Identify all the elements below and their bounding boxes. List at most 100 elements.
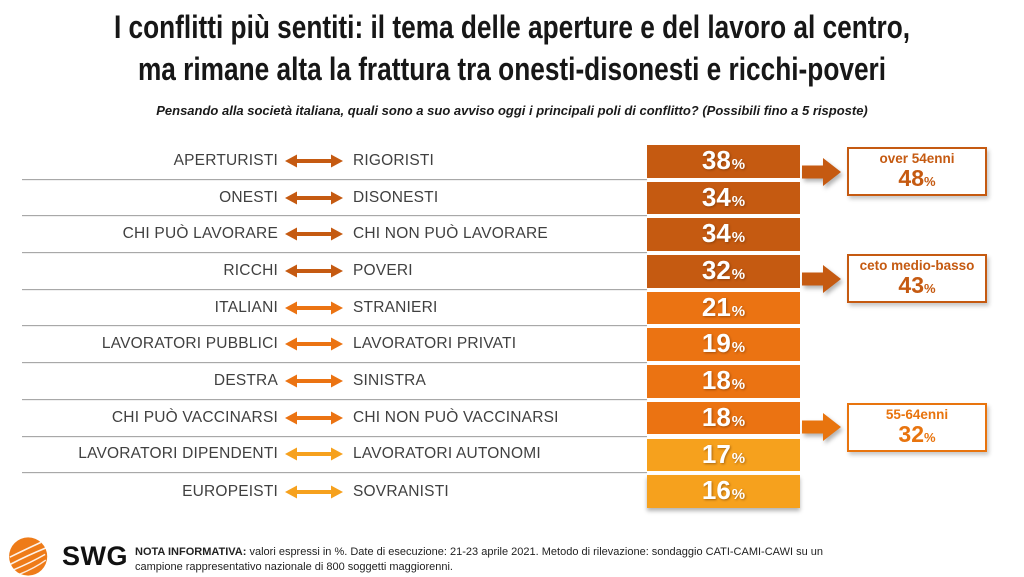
callout-slot: 55-64enni 32%	[800, 400, 1024, 452]
callout-box: over 54enni 48%	[847, 147, 987, 196]
callout-box: ceto medio-basso 43%	[847, 254, 987, 304]
note-label: NOTA INFORMATIVA:	[135, 546, 247, 558]
right-term: SOVRANISTI	[353, 482, 449, 500]
callout-arrow-icon	[802, 412, 842, 442]
conflict-pair: LAVORATORI PUBBLICI LAVORATORI PRIVATI	[22, 326, 647, 364]
conflict-pair: DESTRA SINISTRA	[22, 363, 647, 400]
percent-value: 18	[701, 365, 731, 396]
callout: over 54enni 48%	[802, 147, 987, 196]
conflict-pair: ITALIANI STRANIERI	[22, 290, 647, 327]
survey-question: Pensando alla società italiana, quali so…	[156, 103, 868, 118]
right-term: STRANIERI	[353, 298, 438, 316]
double-arrow-icon	[278, 154, 350, 168]
conflict-pair: CHI PUÒ LAVORARE CHI NON PUÒ LAVORARE	[22, 216, 647, 254]
left-term: RICCHI	[223, 261, 278, 279]
conflict-row: CHI PUÒ LAVORARE CHI NON PUÒ LAVORARE 34…	[22, 216, 1024, 254]
right-term: RIGORISTI	[353, 151, 435, 169]
callout-slot: ceto medio-basso 43%	[800, 253, 1024, 304]
conflict-pair: APERTURISTI RIGORISTI	[22, 143, 647, 180]
percent-sign: %	[731, 229, 746, 247]
percent-sign: %	[731, 376, 746, 394]
callout-value: 48	[898, 165, 925, 191]
right-term: SINISTRA	[353, 371, 427, 389]
callout-slot: over 54enni 48%	[800, 143, 1024, 196]
percent-value: 34	[701, 181, 731, 212]
percent-sign: %	[731, 449, 746, 467]
conflict-row: EUROPEISTI SOVRANISTI 16%	[22, 473, 1024, 510]
callout-percent-sign: %	[924, 429, 936, 445]
callout-percent-sign: %	[924, 281, 936, 297]
conflict-row: CHI PUÒ VACCINARSI CHI NON PUÒ VACCINARS…	[22, 400, 1024, 452]
callout: 55-64enni 32%	[802, 402, 987, 452]
percent-bar: 34%	[647, 218, 800, 251]
callout-arrow-icon	[802, 264, 842, 294]
callout-slot	[800, 216, 1024, 253]
conflict-row: ITALIANI STRANIERI 21%	[22, 290, 1024, 327]
conflict-table: APERTURISTI RIGORISTI 38% over 54enni 48…	[22, 143, 1024, 510]
left-term: DESTRA	[213, 371, 278, 389]
percent-sign: %	[731, 302, 746, 320]
left-term: CHI PUÒ LAVORARE	[122, 225, 278, 243]
header: I conflitti più sentiti: il tema delle a…	[0, 0, 1024, 118]
callout-label: 55-64enni	[885, 406, 949, 422]
percent-sign: %	[731, 412, 746, 430]
percent-bar: 21%	[647, 291, 800, 325]
conflict-pair: EUROPEISTI SOVRANISTI	[22, 473, 647, 510]
note-text: valori espressi in %. Date di esecuzione…	[135, 546, 823, 573]
percent-sign: %	[731, 192, 746, 210]
callout-label: ceto medio-basso	[859, 258, 975, 274]
callout-label: over 54enni	[879, 151, 955, 166]
percent-bar: 16%	[647, 475, 800, 508]
right-term: LAVORATORI PRIVATI	[353, 335, 517, 353]
conflict-row: RICCHI POVERI 32% ceto medio-basso 43%	[22, 253, 1024, 304]
left-term: LAVORATORI PUBBLICI	[101, 335, 278, 353]
percent-bar: 19%	[647, 328, 800, 361]
right-term: CHI NON PUÒ LAVORARE	[353, 225, 548, 243]
conflict-pair: ONESTI DISONESTI	[22, 180, 647, 217]
conflict-pair: LAVORATORI DIPENDENTI LAVORATORI AUTONOM…	[22, 437, 647, 474]
percent-value: 19	[701, 328, 731, 359]
percent-sign: %	[731, 339, 746, 357]
percent-sign: %	[731, 156, 746, 173]
conflict-row: DESTRA SINISTRA 18%	[22, 363, 1024, 400]
right-term: DISONESTI	[353, 188, 439, 206]
percent-value: 18	[701, 401, 731, 432]
callout-value: 43	[898, 272, 925, 299]
percent-bar: 34%	[647, 181, 800, 215]
right-term: CHI NON PUÒ VACCINARSI	[353, 408, 559, 426]
percent-sign: %	[731, 266, 746, 284]
percent-value: 17	[701, 438, 731, 469]
callout-slot	[800, 437, 1024, 474]
callout-slot	[800, 363, 1024, 400]
callout-box: 55-64enni 32%	[847, 402, 987, 452]
percent-value: 16	[701, 475, 731, 506]
conflict-row: LAVORATORI DIPENDENTI LAVORATORI AUTONOM…	[22, 437, 1024, 474]
callout-percent-sign: %	[924, 174, 936, 189]
conflict-pair: RICCHI POVERI	[22, 253, 647, 290]
right-term: LAVORATORI AUTONOMI	[353, 445, 541, 463]
percent-value: 34	[701, 218, 731, 249]
conflict-row: ONESTI DISONESTI 34%	[22, 180, 1024, 217]
percent-bar: 17%	[647, 438, 800, 471]
left-term: EUROPEISTI	[182, 482, 278, 500]
callout-value: 32	[898, 420, 925, 447]
callout-slot	[800, 326, 1024, 363]
percent-bar: 18%	[647, 365, 800, 398]
double-arrow-icon	[278, 411, 350, 425]
callout-arrow-icon	[802, 157, 842, 187]
percent-value: 32	[701, 255, 731, 286]
percent-bar: 18%	[647, 401, 800, 435]
double-arrow-icon	[278, 191, 350, 205]
callout-slot	[800, 180, 1024, 217]
footer-note: NOTA INFORMATIVA: valori espressi in %. …	[135, 545, 835, 575]
conflict-pair: CHI PUÒ VACCINARSI CHI NON PUÒ VACCINARS…	[22, 400, 647, 437]
double-arrow-icon	[278, 301, 350, 315]
double-arrow-icon	[278, 374, 350, 388]
left-term: LAVORATORI DIPENDENTI	[78, 445, 278, 463]
page-title-line1: I conflitti più sentiti: il tema delle a…	[113, 9, 911, 45]
left-term: APERTURISTI	[173, 151, 278, 169]
globe-icon	[0, 536, 57, 577]
double-arrow-icon	[278, 227, 350, 241]
page-title-line2: ma rimane alta la frattura tra onesti-di…	[137, 51, 887, 87]
percent-value: 38	[701, 145, 731, 175]
